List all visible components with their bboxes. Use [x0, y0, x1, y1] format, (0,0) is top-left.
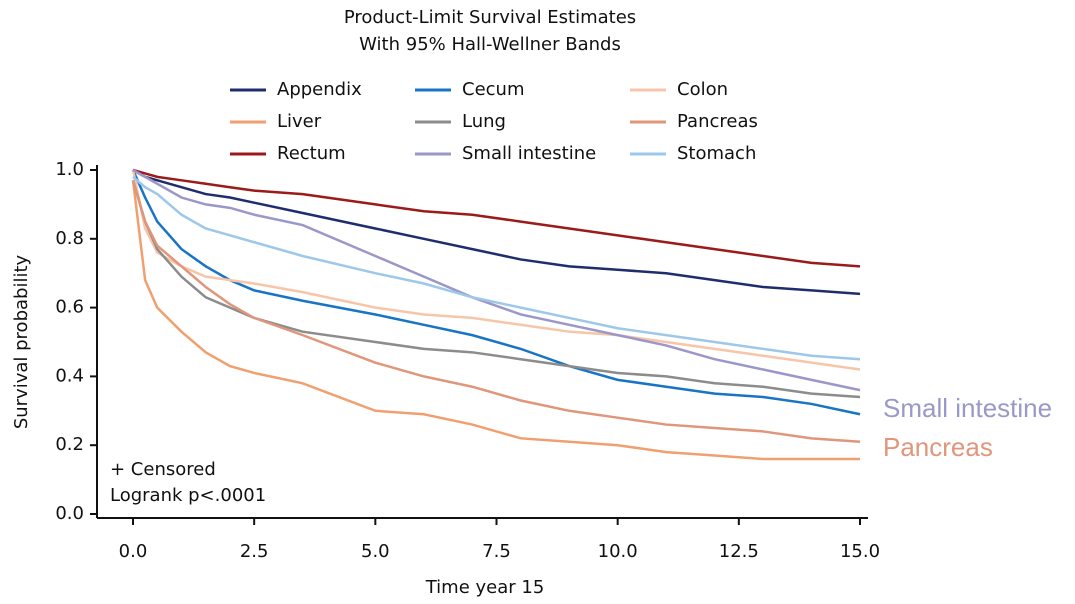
survival-line	[132, 168, 861, 392]
legend-label: Lung	[462, 111, 506, 132]
survival-line	[132, 175, 861, 361]
x-tick-label: 7.5	[482, 541, 511, 562]
survival-line	[131, 179, 861, 399]
legend-label: Liver	[277, 111, 322, 132]
annotation: Pancreas	[883, 432, 993, 462]
y-tick-label: 0.6	[55, 297, 84, 318]
legend-label: Appendix	[277, 79, 362, 100]
note: Logrank p<.0001	[110, 485, 266, 506]
x-tick-label: 2.5	[240, 541, 269, 562]
legend-label: Stomach	[677, 143, 756, 164]
x-tick-label: 12.5	[719, 541, 759, 562]
y-tick-label: 1.0	[55, 159, 84, 180]
chart-title: Product-Limit Survival Estimates	[344, 7, 636, 28]
chart-subtitle: With 95% Hall-Wellner Bands	[359, 34, 621, 55]
y-axis-label: Survival probability	[11, 254, 32, 429]
survival-line	[132, 168, 861, 296]
x-tick-label: 5.0	[361, 541, 390, 562]
legend-label: Rectum	[277, 143, 346, 164]
survival-line	[131, 180, 860, 461]
y-tick-label: 0.2	[55, 434, 84, 455]
survival-line	[131, 179, 861, 444]
y-tick-label: 0.4	[55, 365, 84, 386]
legend-label: Pancreas	[677, 111, 758, 132]
x-tick-label: 0.0	[119, 541, 148, 562]
legend-label: Small intestine	[462, 143, 596, 164]
survival-line	[132, 168, 861, 268]
y-tick-label: 0.0	[55, 503, 84, 524]
note: + Censored	[110, 459, 216, 480]
x-tick-label: 15.0	[840, 541, 880, 562]
survival-line	[131, 169, 861, 416]
y-tick-label: 0.8	[55, 228, 84, 249]
x-axis-label: Time year 15	[425, 577, 545, 598]
x-tick-label: 10.0	[598, 541, 638, 562]
legend-label: Colon	[677, 79, 728, 100]
annotation: Small intestine	[883, 393, 1052, 423]
legend-label: Cecum	[462, 79, 524, 100]
